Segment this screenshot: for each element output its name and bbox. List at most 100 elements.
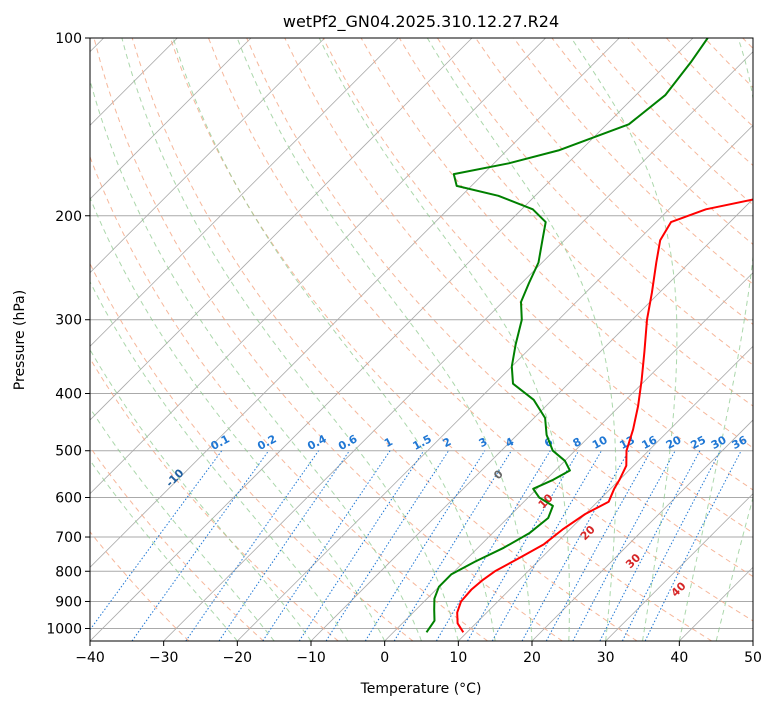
moist-adiabat-line xyxy=(121,38,459,641)
y-axis-label: Pressure (hPa) xyxy=(12,290,28,390)
y-tick-label: 700 xyxy=(55,530,82,546)
moist-adiabat-line xyxy=(172,38,496,641)
isotherm-line xyxy=(384,272,753,641)
isotherm-line xyxy=(90,38,620,568)
moist-adiabat-line xyxy=(318,38,570,641)
dry-adiabat-line xyxy=(93,38,563,641)
isotherm-line xyxy=(458,345,753,641)
x-tick-label: 40 xyxy=(670,650,688,666)
moist-adiabat-label: 20 xyxy=(578,523,598,543)
dry-adiabat-line xyxy=(90,446,264,641)
x-tick-label: 30 xyxy=(597,650,615,666)
isotherm-line xyxy=(90,38,546,495)
dry-adiabat-line xyxy=(513,38,753,285)
y-tick-label: 600 xyxy=(55,490,82,506)
dry-adiabat-line xyxy=(666,38,753,128)
isotherm-line xyxy=(310,198,753,641)
mixing-ratio-label: 0.6 xyxy=(336,432,360,453)
dry-adiabat-line xyxy=(704,38,753,89)
x-tick-label: −10 xyxy=(296,650,326,666)
dry-adiabat-line xyxy=(246,38,753,578)
y-tick-label: 900 xyxy=(55,594,82,610)
dry-adiabat-line xyxy=(436,38,753,366)
plot-area: 0.10.20.40.611.52346810131620253036-100-… xyxy=(0,38,753,641)
mixing-ratio-label: 3 xyxy=(477,435,490,450)
mixing-ratio-line xyxy=(298,450,425,641)
moist-adiabat-line xyxy=(90,348,312,641)
isotherm-line xyxy=(679,566,753,641)
mixing-ratio-line xyxy=(393,450,512,641)
moist-adiabat-line xyxy=(678,38,753,641)
dry-adiabat-line xyxy=(208,38,753,622)
mixing-ratio-label: 0.1 xyxy=(209,432,232,453)
mixing-ratio-line xyxy=(599,450,701,641)
dry-adiabat-line xyxy=(742,38,753,50)
moist-adiabat-label: 40 xyxy=(669,579,689,599)
dry-adiabat-line xyxy=(169,38,712,641)
x-tick-label: −30 xyxy=(149,650,179,666)
dry-adiabat-line xyxy=(131,38,638,641)
mixing-ratio-line xyxy=(491,450,602,641)
isotherm-line xyxy=(90,38,399,347)
moist-adiabat-line xyxy=(90,459,238,641)
isotherm-line xyxy=(237,124,753,641)
mixing-ratio-line xyxy=(90,450,223,631)
x-tick-label: −20 xyxy=(223,650,253,666)
dry-adiabat-label: -10 xyxy=(163,466,186,489)
isotherm-line xyxy=(90,38,694,641)
dry-adiabat-line xyxy=(90,155,488,641)
mixing-ratio-line xyxy=(467,450,580,641)
isotherm-line xyxy=(163,51,753,641)
dry-adiabat-line xyxy=(398,38,753,407)
moist-adiabat-line xyxy=(90,196,386,641)
moist-adiabat-line xyxy=(90,78,422,641)
mixing-ratio-label: 8 xyxy=(571,435,584,450)
dry-adiabat-line xyxy=(90,531,190,641)
moist-adiabat-line xyxy=(90,407,275,641)
mixing-ratio-label: 36 xyxy=(730,433,750,452)
moist-adiabat-line xyxy=(715,495,753,641)
x-tick-label: 50 xyxy=(744,650,762,666)
mixing-ratio-line xyxy=(545,450,652,641)
mixing-ratio-label: 25 xyxy=(688,433,708,452)
isotherm-line xyxy=(531,419,753,641)
mixing-ratio-line xyxy=(262,450,391,641)
mixing-ratio-label: 1.5 xyxy=(411,432,434,453)
mixing-ratio-label: 10 xyxy=(590,433,610,452)
mixing-ratio-line xyxy=(364,450,486,641)
mixing-ratio-line xyxy=(185,450,320,641)
dry-adiabat-line xyxy=(90,262,414,641)
isotherm-line xyxy=(752,640,753,641)
mixing-ratio-line xyxy=(325,450,450,641)
mixing-ratio-line xyxy=(218,450,350,641)
mixing-ratio-label: 30 xyxy=(709,433,729,452)
moist-adiabat-line xyxy=(236,38,533,641)
y-tick-label: 400 xyxy=(55,387,82,403)
isotherm-line xyxy=(605,493,753,641)
dry-adiabat-line xyxy=(475,38,753,325)
dry-adiabat-line xyxy=(360,38,753,449)
isotherm-line xyxy=(90,38,252,200)
dry-adiabat-line xyxy=(90,357,339,641)
plot-frame xyxy=(89,37,754,642)
mixing-ratio-label: 1 xyxy=(382,435,395,450)
x-axis-label: Temperature (°C) xyxy=(360,681,482,697)
moist-adiabat-line xyxy=(570,38,678,641)
y-tick-label: 300 xyxy=(55,313,82,329)
mixing-ratio-label: 13 xyxy=(617,433,637,452)
axes: −40 −30 −20 −10 0 10 20 30 40 50 100 200 300 400 500 60… xyxy=(46,31,762,666)
mixing-ratio-label: 0.4 xyxy=(305,432,329,453)
mixing-ratio-label: 20 xyxy=(664,433,684,452)
moist-adiabat-label: 30 xyxy=(623,551,643,571)
y-tick-label: 200 xyxy=(55,209,82,225)
y-tick-label: 100 xyxy=(55,31,82,47)
dry-adiabat-line xyxy=(284,38,753,534)
y-tick-label: 500 xyxy=(55,444,82,460)
dry-adiabat-label: -30 xyxy=(0,373,6,396)
dewpoint-profile-line xyxy=(425,38,709,633)
x-tick-label: 10 xyxy=(449,650,467,666)
y-tick-label: 800 xyxy=(55,564,82,580)
x-tick-label: 20 xyxy=(523,650,541,666)
mixing-ratio-line xyxy=(131,450,270,641)
